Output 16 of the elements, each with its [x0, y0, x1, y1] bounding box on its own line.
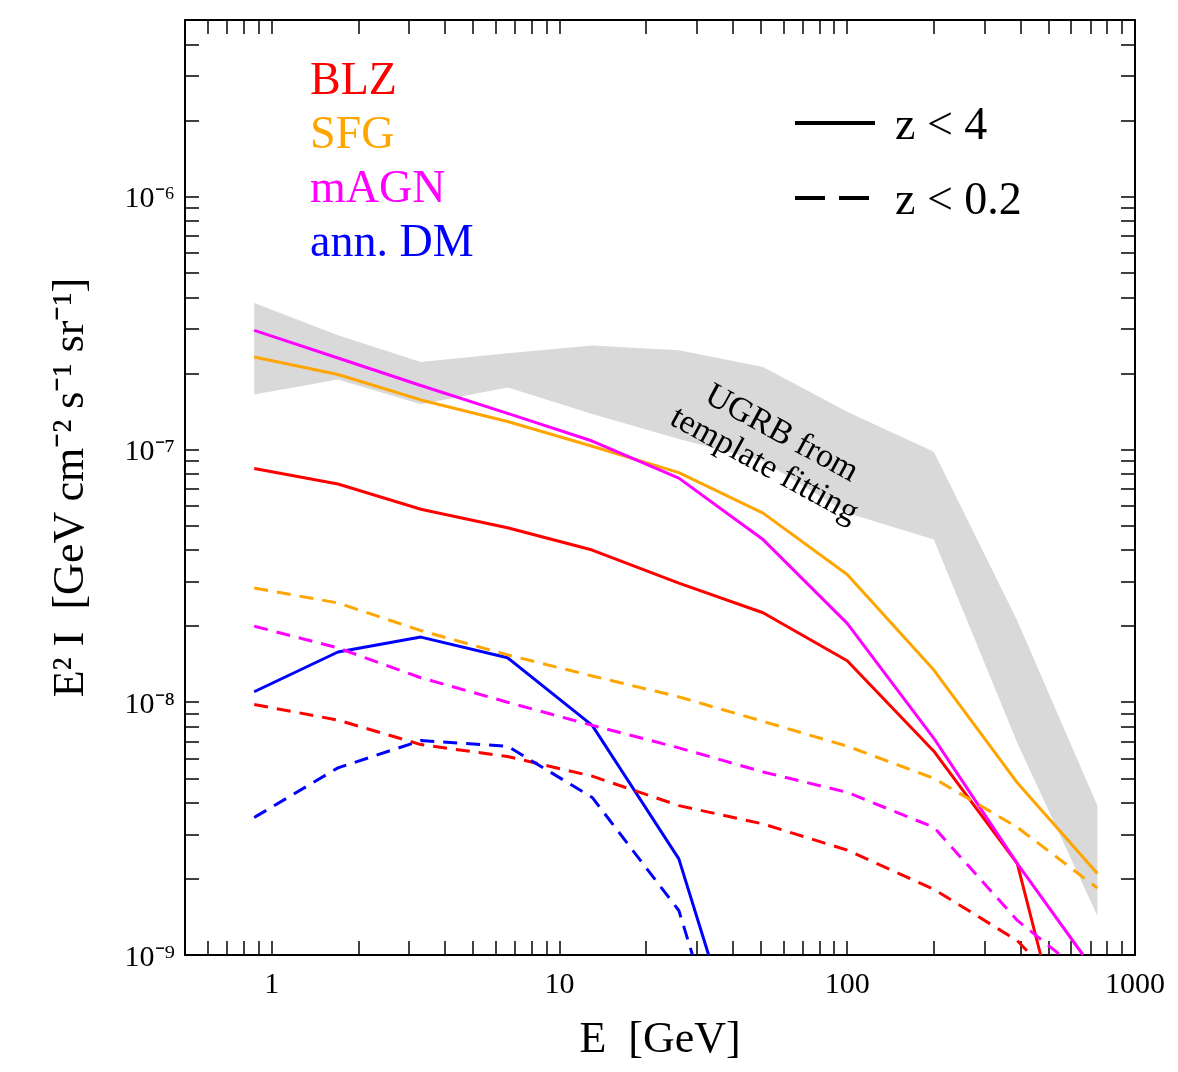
y-tick-label: 10⁻⁸	[124, 685, 175, 719]
x-tick-label: 100	[824, 965, 870, 999]
x-axis-title: E [GeV]	[579, 1012, 741, 1062]
text: SFG	[310, 106, 395, 158]
y-tick-label: 10⁻⁶	[124, 180, 175, 214]
y-axis-title: E² I [GeV cm⁻² s⁻¹ sr⁻¹]	[43, 277, 93, 698]
x-tick-label: 1	[264, 965, 280, 999]
text: ann. DM	[310, 214, 474, 266]
y-tick-label: 10⁻⁹	[124, 938, 175, 972]
annotation: z < 4	[895, 97, 988, 149]
annotation: z < 0.2	[895, 172, 1022, 224]
text: mAGN	[310, 160, 446, 212]
text: BLZ	[310, 52, 397, 104]
x-tick-label: 1000	[1105, 965, 1165, 999]
y-tick-label: 10⁻⁷	[124, 432, 175, 466]
x-tick-label: 10	[544, 965, 575, 999]
